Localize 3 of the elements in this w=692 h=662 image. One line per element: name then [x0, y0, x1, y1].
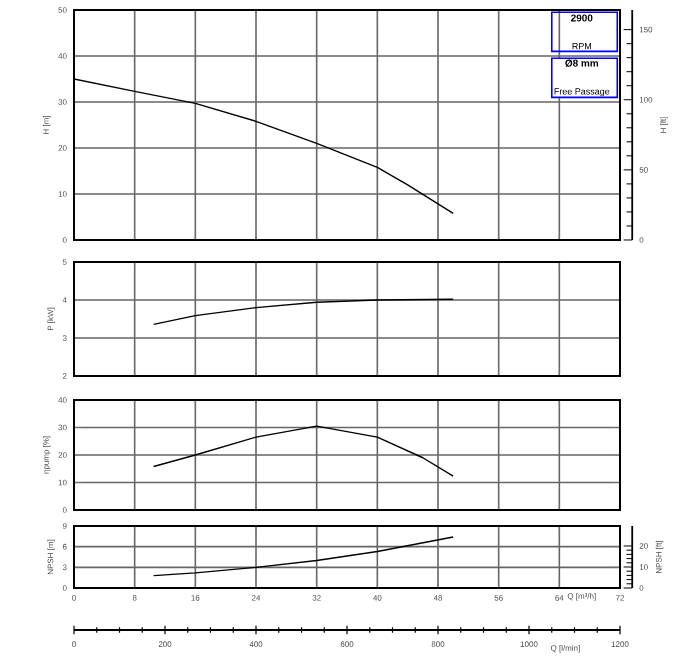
- line-series: [152, 536, 454, 577]
- line-series: [152, 425, 454, 477]
- line-series: [152, 298, 454, 326]
